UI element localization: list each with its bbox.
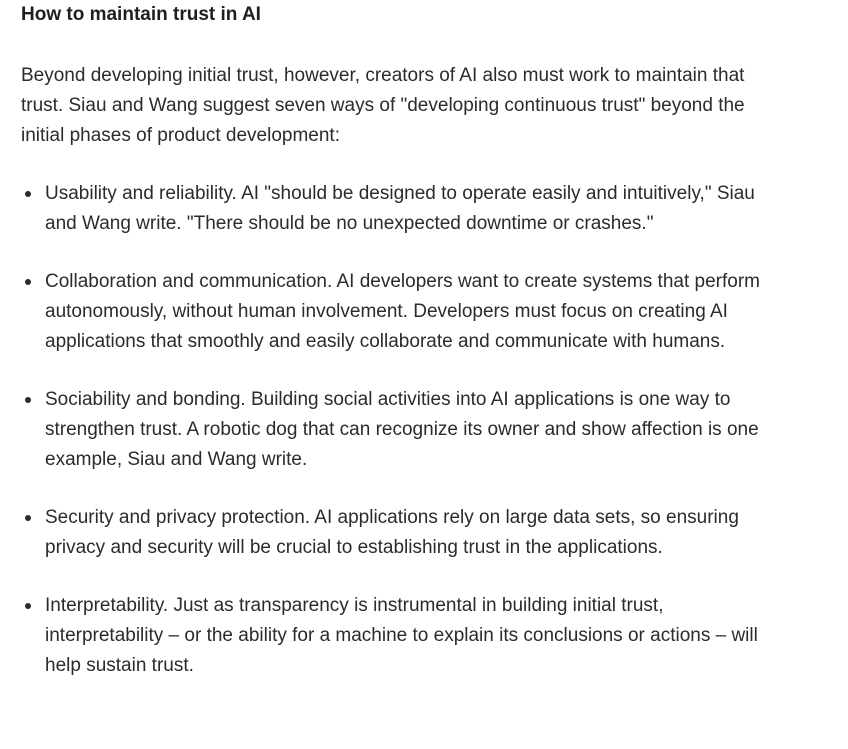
list-item: Usability and reliability. AI "should be… bbox=[21, 179, 781, 239]
list-item: Sociability and bonding. Building social… bbox=[21, 385, 781, 475]
list-item: Security and privacy protection. AI appl… bbox=[21, 503, 781, 563]
bullet-icon bbox=[25, 603, 31, 609]
bullet-icon bbox=[25, 397, 31, 403]
list-item-text: Sociability and bonding. Building social… bbox=[45, 389, 759, 470]
section-heading: How to maintain trust in AI bbox=[21, 4, 261, 25]
bullet-icon bbox=[25, 279, 31, 285]
list-item-text: Interpretability. Just as transparency i… bbox=[45, 595, 758, 676]
bullet-icon bbox=[25, 191, 31, 197]
list-item-text: Usability and reliability. AI "should be… bbox=[45, 183, 755, 234]
intro-paragraph: Beyond developing initial trust, however… bbox=[21, 65, 745, 146]
list-item-text: Security and privacy protection. AI appl… bbox=[45, 507, 739, 558]
list-item: Collaboration and communication. AI deve… bbox=[21, 267, 781, 357]
bullet-icon bbox=[25, 515, 31, 521]
trust-list: Usability and reliability. AI "should be… bbox=[21, 179, 781, 681]
list-item-text: Collaboration and communication. AI deve… bbox=[45, 271, 760, 352]
list-item: Interpretability. Just as transparency i… bbox=[21, 591, 781, 681]
article: How to maintain trust in AI Beyond devel… bbox=[21, 0, 781, 709]
